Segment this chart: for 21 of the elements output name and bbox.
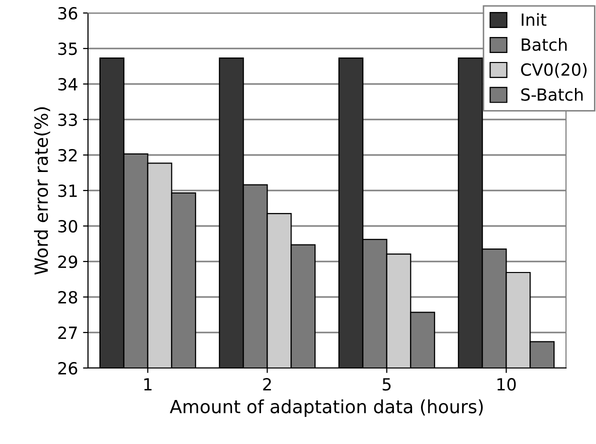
y-tick-label: 31	[58, 184, 77, 198]
legend-label: Init	[522, 13, 546, 26]
y-axis-title: Word error rate(%)	[34, 107, 50, 275]
x-tick-label: 10	[497, 378, 516, 391]
y-tick-label: 29	[58, 255, 78, 268]
y-tick-label: 32	[58, 148, 77, 162]
y-tick-label: 36	[58, 6, 78, 20]
y-tick-label: 35	[58, 42, 77, 56]
y-tick-label: 27	[58, 326, 77, 339]
y-tick-label: 26	[58, 362, 78, 375]
y-tick-label: 34	[58, 78, 78, 91]
legend-label: S-Batch	[521, 88, 583, 101]
y-tick-label: 28	[58, 290, 78, 304]
legend-label: CV0(20)	[521, 63, 587, 78]
x-tick-label: 5	[382, 378, 391, 391]
x-tick-label: 1	[144, 378, 152, 390]
y-tick-label: 33	[58, 113, 77, 126]
x-tick-label: 2	[263, 378, 271, 390]
y-tick-label: 30	[58, 220, 78, 233]
x-axis-title: Amount of adaptation data (hours)	[170, 399, 483, 417]
legend-label: Batch	[522, 38, 567, 51]
